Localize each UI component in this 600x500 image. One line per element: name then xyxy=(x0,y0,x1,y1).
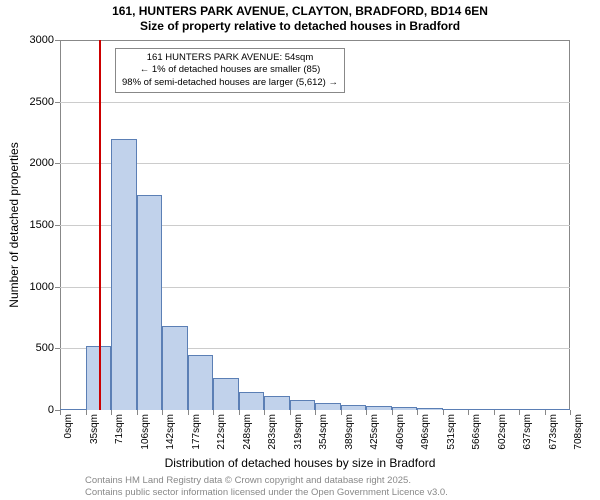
y-tick-label: 1500 xyxy=(30,219,54,231)
tick-mark xyxy=(468,410,469,415)
x-tick-label: 0sqm xyxy=(63,414,74,438)
chart-container: 161, HUNTERS PARK AVENUE, CLAYTON, BRADF… xyxy=(0,0,600,500)
tick-mark xyxy=(55,163,60,164)
annotation-line-3: 98% of semi-detached houses are larger (… xyxy=(122,77,338,89)
histogram-bar xyxy=(494,409,520,410)
y-axis-title: Number of detached properties xyxy=(7,142,21,307)
x-tick-label: 496sqm xyxy=(420,414,431,450)
tick-mark xyxy=(443,410,444,415)
x-tick-label: 106sqm xyxy=(140,414,151,450)
tick-mark xyxy=(417,410,418,415)
histogram-bar xyxy=(392,407,418,410)
x-tick-label: 425sqm xyxy=(369,414,380,450)
tick-mark xyxy=(55,40,60,41)
tick-mark xyxy=(392,410,393,415)
tick-mark xyxy=(111,410,112,415)
attribution: Contains HM Land Registry data © Crown c… xyxy=(85,475,448,498)
tick-mark xyxy=(55,225,60,226)
histogram-bar xyxy=(264,396,290,410)
x-tick-label: 142sqm xyxy=(165,414,176,450)
x-tick-label: 637sqm xyxy=(522,414,533,450)
x-tick-label: 602sqm xyxy=(497,414,508,450)
x-tick-label: 354sqm xyxy=(318,414,329,450)
annotation-line-2: ← 1% of detached houses are smaller (85) xyxy=(122,64,338,76)
chart-plot-area: 050010001500200025003000 0sqm35sqm71sqm1… xyxy=(60,40,570,410)
tick-mark xyxy=(55,102,60,103)
y-tick-label: 2500 xyxy=(30,96,54,108)
chart-subtitle: Size of property relative to detached ho… xyxy=(0,18,600,33)
annotation-box: 161 HUNTERS PARK AVENUE: 54sqm ← 1% of d… xyxy=(115,48,345,93)
x-tick-label: 673sqm xyxy=(548,414,559,450)
tick-mark xyxy=(162,410,163,415)
x-axis-title: Distribution of detached houses by size … xyxy=(165,456,436,470)
annotation-line-1: 161 HUNTERS PARK AVENUE: 54sqm xyxy=(122,52,338,64)
y-tick-label: 1000 xyxy=(30,281,54,293)
tick-mark xyxy=(264,410,265,415)
histogram-bar xyxy=(366,406,392,410)
histogram-bar xyxy=(443,409,469,410)
x-tick-label: 71sqm xyxy=(114,414,125,444)
tick-mark xyxy=(213,410,214,415)
x-tick-label: 283sqm xyxy=(267,414,278,450)
histogram-bar xyxy=(239,392,265,411)
x-tick-label: 35sqm xyxy=(89,414,100,444)
x-tick-label: 531sqm xyxy=(446,414,457,450)
y-tick-label: 0 xyxy=(48,404,54,416)
histogram-bar xyxy=(417,408,443,410)
tick-mark xyxy=(55,287,60,288)
chart-title: 161, HUNTERS PARK AVENUE, CLAYTON, BRADF… xyxy=(0,0,600,18)
histogram-bar xyxy=(111,139,137,410)
tick-mark xyxy=(341,410,342,415)
gridline xyxy=(60,163,570,164)
histogram-bar xyxy=(162,326,188,410)
histogram-bar xyxy=(545,409,571,410)
tick-mark xyxy=(366,410,367,415)
tick-mark xyxy=(239,410,240,415)
histogram-bar xyxy=(188,355,214,411)
tick-mark xyxy=(519,410,520,415)
x-tick-label: 389sqm xyxy=(344,414,355,450)
y-tick-label: 3000 xyxy=(30,34,54,46)
histogram-bar xyxy=(137,195,163,410)
tick-mark xyxy=(86,410,87,415)
attribution-line-2: Contains public sector information licen… xyxy=(85,487,448,498)
tick-mark xyxy=(55,348,60,349)
reference-line xyxy=(99,40,101,410)
x-tick-label: 177sqm xyxy=(191,414,202,450)
x-tick-label: 708sqm xyxy=(573,414,584,450)
histogram-bar xyxy=(519,409,545,410)
tick-mark xyxy=(570,410,571,415)
histogram-bar xyxy=(468,409,494,410)
y-tick-label: 2000 xyxy=(30,157,54,169)
gridline xyxy=(60,102,570,103)
histogram-bar xyxy=(290,400,316,410)
tick-mark xyxy=(545,410,546,415)
histogram-bar xyxy=(315,403,341,410)
x-tick-label: 460sqm xyxy=(395,414,406,450)
attribution-line-1: Contains HM Land Registry data © Crown c… xyxy=(85,475,448,486)
x-tick-label: 566sqm xyxy=(471,414,482,450)
x-tick-label: 212sqm xyxy=(216,414,227,450)
histogram-bar xyxy=(341,405,367,410)
x-tick-label: 248sqm xyxy=(242,414,253,450)
tick-mark xyxy=(290,410,291,415)
y-tick-label: 500 xyxy=(36,342,54,354)
tick-mark xyxy=(494,410,495,415)
x-tick-label: 319sqm xyxy=(293,414,304,450)
tick-mark xyxy=(188,410,189,415)
tick-mark xyxy=(60,410,61,415)
tick-mark xyxy=(315,410,316,415)
histogram-bar xyxy=(213,378,239,410)
tick-mark xyxy=(137,410,138,415)
histogram-bar xyxy=(60,409,86,410)
